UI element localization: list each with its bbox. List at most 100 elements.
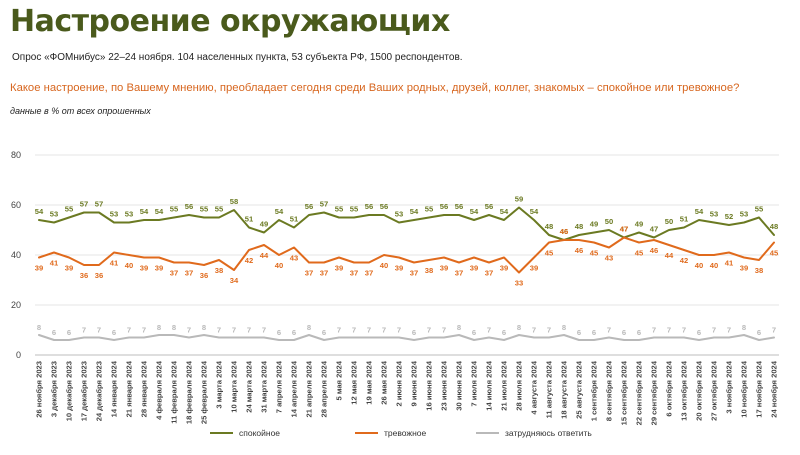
data-label: 54	[35, 207, 44, 216]
data-label: 37	[170, 269, 178, 278]
data-label: 53	[740, 210, 748, 219]
data-label: 58	[230, 197, 238, 206]
data-label: 48	[770, 222, 778, 231]
data-label: 39	[155, 264, 163, 273]
x-tick-label: 14 июля 2024	[485, 360, 494, 411]
data-label: 55	[200, 205, 209, 214]
data-label: 33	[515, 279, 523, 288]
data-label: 7	[247, 326, 251, 335]
x-tick-label: 16 июня 2024	[425, 360, 434, 411]
x-tick-label: 15 сентября 2024	[620, 360, 629, 425]
data-label: 54	[695, 207, 704, 216]
data-label: 41	[725, 259, 734, 268]
data-label: 6	[412, 328, 416, 337]
data-label: 51	[680, 215, 689, 224]
x-tick-label: 29 сентября 2024	[650, 360, 659, 425]
data-label: 56	[185, 202, 193, 211]
data-label: 54	[470, 207, 479, 216]
data-label: 7	[652, 326, 656, 335]
x-tick-label: 6 октября 2024	[665, 360, 674, 416]
data-label: 7	[382, 326, 386, 335]
chart-series	[38, 206, 775, 341]
x-tick-label: 11 августа 2024	[545, 360, 554, 418]
data-label: 55	[755, 205, 764, 214]
data-label: 52	[725, 212, 733, 221]
x-tick-label: 12 мая 2024	[350, 360, 359, 405]
chart-axes: 0 20 40 60 80 26 ноября 2023 3 декабря 2023 10 …	[11, 150, 779, 425]
data-label: 50	[605, 217, 613, 226]
x-tick-label: 25 августа 2024	[575, 360, 584, 419]
data-label: 53	[710, 210, 718, 219]
data-label: 6	[472, 328, 476, 337]
data-label: 7	[607, 326, 611, 335]
data-label: 53	[110, 210, 118, 219]
data-label: 7	[142, 326, 146, 335]
y-tick-label: 0	[16, 350, 21, 360]
data-label: 49	[590, 220, 598, 229]
data-label: 7	[397, 326, 401, 335]
data-label: 7	[82, 326, 86, 335]
data-label: 8	[172, 323, 176, 332]
data-label: 49	[260, 220, 268, 229]
data-label: 39	[440, 264, 448, 273]
x-tick-label: 14 апреля 2024	[290, 360, 299, 417]
data-label: 42	[680, 256, 688, 265]
data-label: 6	[622, 328, 626, 337]
data-label: 39	[335, 264, 343, 273]
data-label: 7	[187, 326, 191, 335]
legend-label: спокойное	[239, 428, 280, 438]
data-label: 47	[620, 225, 628, 234]
data-label: 37	[350, 269, 358, 278]
data-label: 50	[665, 217, 673, 226]
data-label: 8	[307, 323, 311, 332]
data-label: 55	[425, 205, 434, 214]
data-label: 56	[365, 202, 373, 211]
x-tick-label: 30 июня 2024	[455, 360, 464, 411]
x-tick-label: 21 июля 2024	[500, 360, 509, 411]
data-label: 54	[140, 207, 149, 216]
data-label: 37	[365, 269, 373, 278]
data-label: 8	[562, 323, 566, 332]
data-label: 46	[560, 227, 568, 236]
data-label: 39	[740, 264, 748, 273]
x-tick-label: 3 марта 2024	[215, 360, 224, 408]
y-tick-label: 80	[11, 150, 21, 160]
x-tick-label: 3 ноября 2024	[725, 360, 734, 413]
series-line	[38, 334, 775, 341]
x-tick-label: 19 мая 2024	[365, 360, 374, 405]
data-label: 7	[772, 326, 776, 335]
data-label: 57	[95, 200, 103, 209]
data-label: 36	[200, 271, 208, 280]
data-label: 6	[637, 328, 641, 337]
x-tick-label: 18 августа 2024	[560, 360, 569, 419]
data-label: 44	[665, 251, 674, 260]
data-label: 37	[455, 269, 463, 278]
data-label: 38	[215, 266, 223, 275]
data-label: 7	[97, 326, 101, 335]
page-title: Настроение окружающих	[10, 4, 450, 39]
data-label: 54	[530, 207, 539, 216]
data-label: 6	[292, 328, 296, 337]
data-label: 7	[547, 326, 551, 335]
data-label: 54	[275, 207, 284, 216]
data-label: 8	[202, 323, 206, 332]
data-label: 6	[757, 328, 761, 337]
data-label: 57	[80, 200, 88, 209]
x-tick-label: 17 декабря 2023	[80, 361, 89, 421]
data-label: 37	[410, 269, 418, 278]
data-label: 7	[262, 326, 266, 335]
data-label: 46	[650, 246, 658, 255]
data-label: 37	[320, 269, 328, 278]
data-label: 55	[215, 205, 224, 214]
x-tick-label: 9 июня 2024	[410, 360, 419, 406]
data-label: 7	[127, 326, 131, 335]
y-tick-label: 60	[11, 200, 21, 210]
data-label: 56	[485, 202, 493, 211]
data-label: 41	[110, 259, 119, 268]
data-label: 7	[367, 326, 371, 335]
data-label: 51	[290, 215, 299, 224]
survey-info: Опрос «ФОМнибус» 22–24 ноября. 104 насел…	[12, 52, 463, 63]
data-label: 45	[770, 249, 779, 258]
data-label: 56	[305, 202, 313, 211]
